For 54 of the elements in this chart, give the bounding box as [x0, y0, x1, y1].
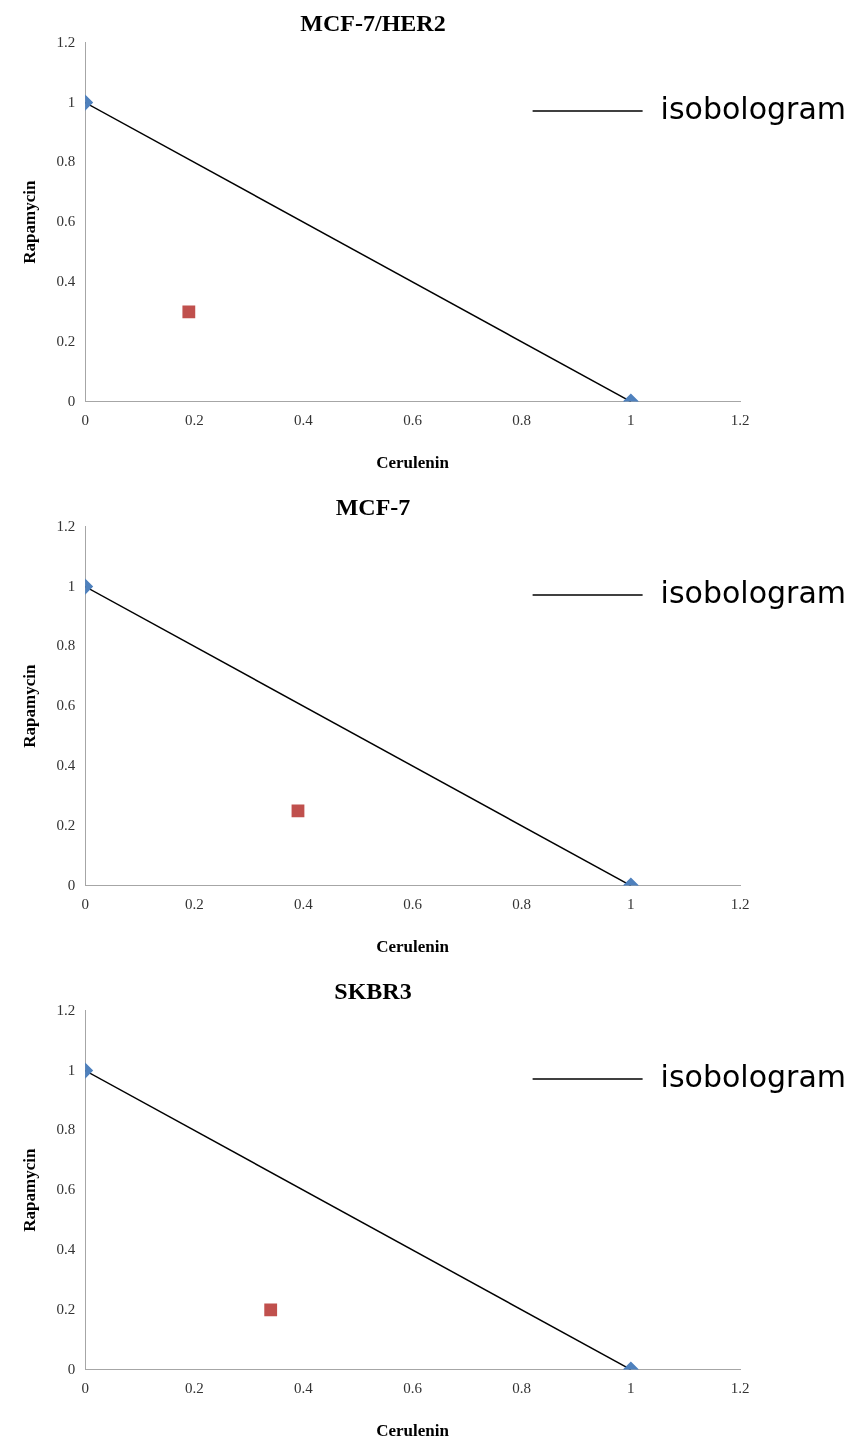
chart-title: MCF-7/HER2 — [300, 9, 446, 36]
y-axis-title: Rapamycin — [19, 1148, 39, 1232]
y-tick-label: 0.2 — [56, 1300, 76, 1317]
y-tick-label: 0.8 — [56, 637, 76, 654]
y-tick-label: 0.4 — [56, 1240, 76, 1257]
x-tick-label: 1 — [627, 411, 635, 428]
x-axis-title: Cerulenin — [376, 1421, 450, 1441]
x-tick-label: 1.2 — [730, 895, 750, 912]
y-tick-label: 1.2 — [56, 517, 76, 534]
x-tick-label: 0.2 — [184, 895, 204, 912]
chart-title: SKBR3 — [334, 977, 412, 1004]
x-tick-label: 0.4 — [294, 895, 314, 912]
x-tick-label: 0 — [81, 1379, 89, 1396]
y-tick-label: 0.4 — [56, 756, 76, 773]
x-tick-label: 1.2 — [730, 1379, 750, 1396]
y-tick-label: 0.2 — [56, 332, 76, 349]
x-tick-label: 0 — [81, 895, 89, 912]
x-tick-label: 0.8 — [512, 895, 532, 912]
x-tick-label: 1.2 — [730, 411, 750, 428]
y-tick-label: 1.2 — [56, 1001, 76, 1018]
y-tick-label: 0.8 — [56, 1121, 76, 1138]
x-axis-title: Cerulenin — [376, 937, 450, 957]
x-tick-label: 0.2 — [184, 1379, 204, 1396]
y-axis-title: Rapamycin — [19, 664, 39, 748]
y-tick-label: 1 — [67, 577, 76, 594]
y-tick-label: 0 — [67, 392, 76, 409]
x-tick-label: 0.4 — [294, 411, 314, 428]
x-tick-label: 1 — [627, 1379, 635, 1396]
y-tick-label: 1 — [67, 1061, 76, 1078]
x-tick-label: 0.6 — [403, 1379, 423, 1396]
x-tick-label: 0.6 — [403, 895, 423, 912]
x-axis-title: Cerulenin — [376, 453, 450, 473]
x-tick-label: 0.8 — [512, 1379, 532, 1396]
legend-label: isobologram — [660, 1058, 846, 1094]
y-tick-label: 0 — [67, 876, 76, 893]
y-tick-label: 0.6 — [56, 697, 76, 714]
x-tick-label: 0.6 — [403, 411, 423, 428]
legend-label: isobologram — [660, 90, 846, 126]
x-tick-label: 0 — [81, 411, 89, 428]
x-tick-label: 0.2 — [184, 411, 204, 428]
y-tick-label: 0 — [67, 1360, 76, 1377]
y-tick-label: 0.4 — [56, 272, 76, 289]
legend-label: isobologram — [660, 574, 846, 610]
y-tick-label: 1 — [67, 93, 76, 110]
x-tick-label: 0.8 — [512, 411, 532, 428]
y-tick-label: 0.6 — [56, 1181, 76, 1198]
y-axis-title: Rapamycin — [19, 180, 39, 264]
x-tick-label: 1 — [627, 895, 635, 912]
x-tick-label: 0.4 — [294, 1379, 314, 1396]
y-tick-label: 1.2 — [56, 33, 76, 50]
chart-title: MCF-7 — [335, 493, 411, 520]
y-tick-label: 0.2 — [56, 816, 76, 833]
y-tick-label: 0.6 — [56, 213, 76, 230]
y-tick-label: 0.8 — [56, 153, 76, 170]
